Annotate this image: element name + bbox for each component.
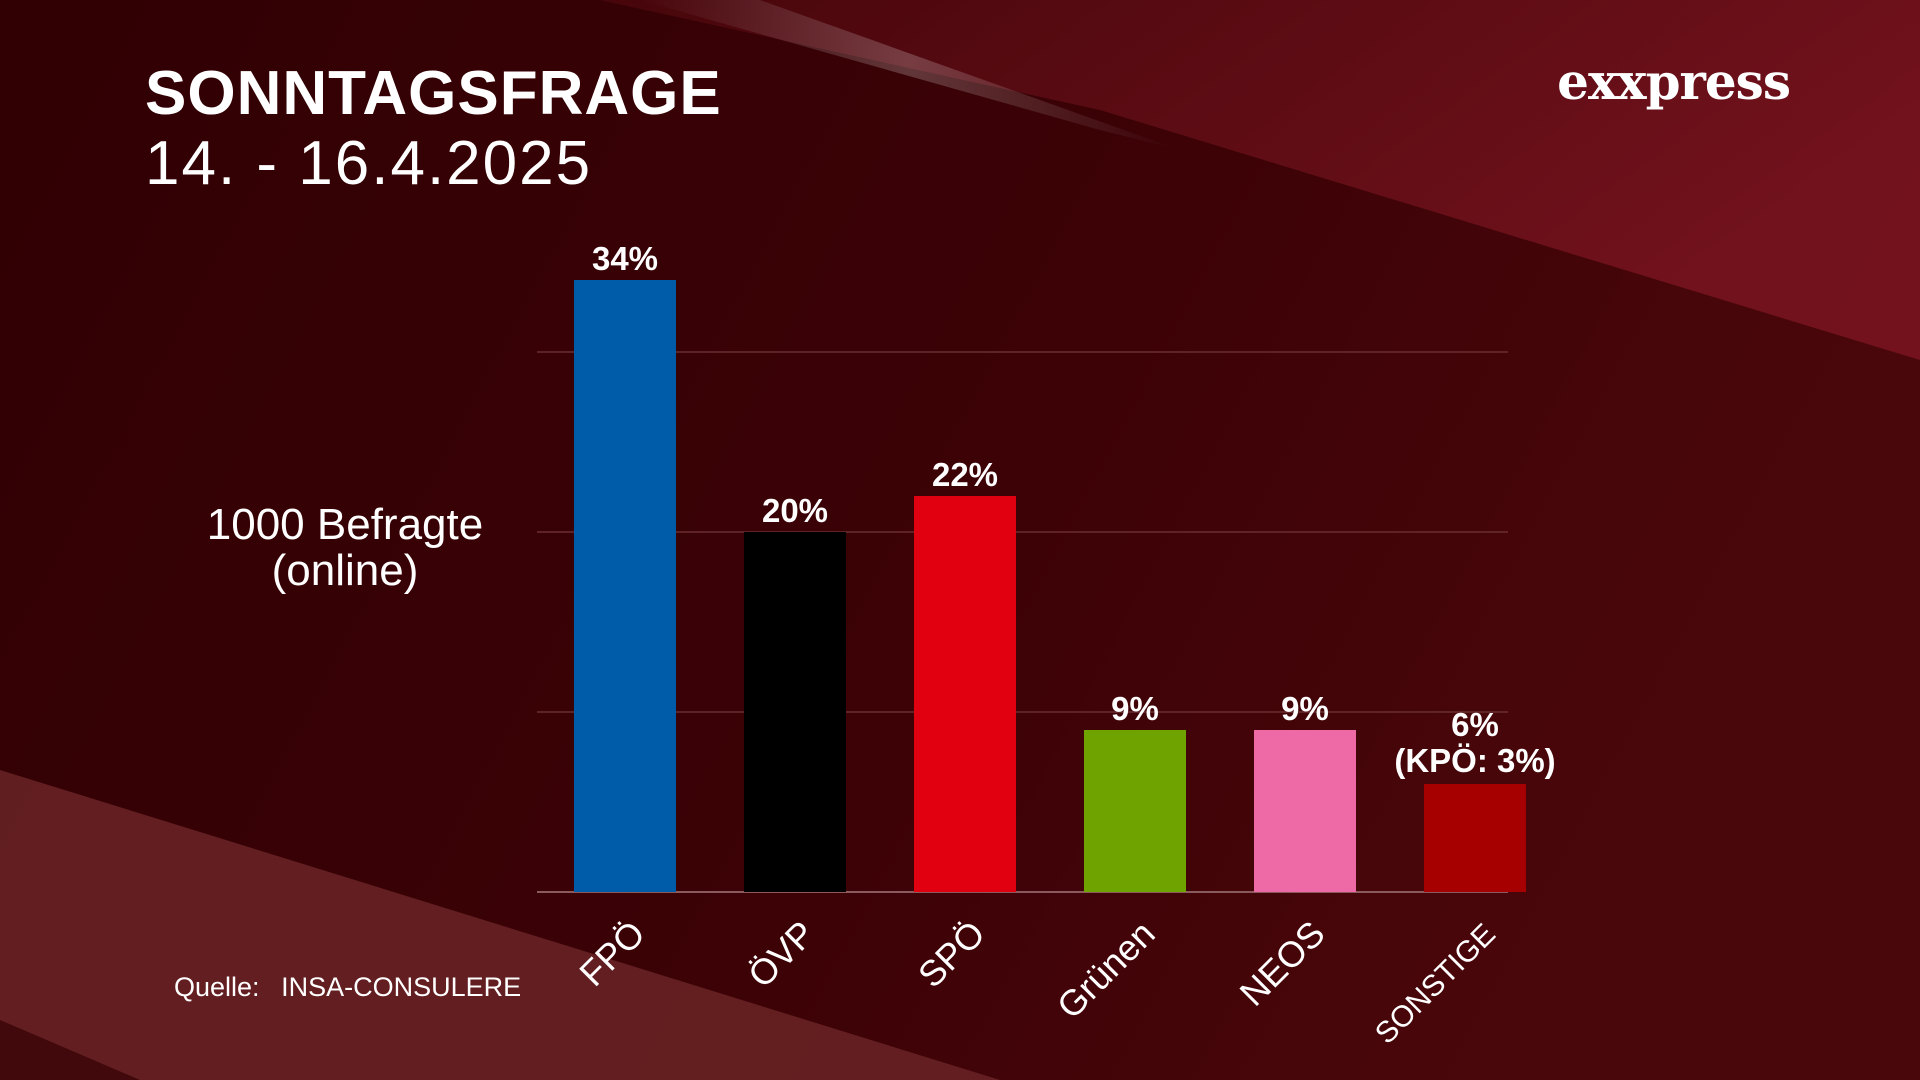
survey-date: 14. - 16.4.2025 — [145, 129, 593, 198]
category-label: SONSTIGE — [1369, 918, 1502, 1051]
value-labels: 34% 20% 22% 9% 9% 6%(KPÖ: 3%) — [592, 240, 1556, 779]
category-label: ÖVP — [740, 913, 823, 996]
gridlines — [537, 351, 1508, 893]
bar-sonstige — [1424, 784, 1526, 892]
bars — [574, 280, 1526, 892]
value-label: 34% — [592, 240, 658, 277]
value-label: 9% — [1281, 690, 1329, 727]
category-label: Grünen — [1049, 913, 1163, 1027]
value-label-extra: (KPÖ: 3%) — [1394, 742, 1555, 779]
exxpress-logo: exxpress — [1557, 52, 1791, 111]
value-label: 9% — [1111, 690, 1159, 727]
source-label: Quelle: — [174, 972, 260, 1002]
category-labels: FPÖ ÖVP SPÖ Grünen NEOS SONSTIGE — [571, 913, 1502, 1051]
bar-spö — [914, 496, 1016, 892]
bar-neos — [1254, 730, 1356, 892]
source-value: INSA-CONSULERE — [281, 972, 522, 1002]
source-note: Quelle: INSA-CONSULERE — [174, 972, 521, 1003]
category-label: FPÖ — [571, 913, 652, 994]
bar-grünen — [1084, 730, 1186, 892]
sample-size-note: 1000 Befragte (online) — [170, 502, 520, 594]
value-label: 22% — [932, 456, 998, 493]
bar-fpö — [574, 280, 676, 892]
bar-övp — [744, 532, 846, 892]
value-label: 6% — [1451, 706, 1499, 743]
category-label: SPÖ — [910, 913, 993, 996]
category-label: NEOS — [1232, 913, 1333, 1014]
sample-size-line1: 1000 Befragte — [206, 500, 484, 549]
value-label: 20% — [762, 492, 828, 529]
page-title: SONNTAGSFRAGE — [145, 59, 722, 128]
sample-size-line2: (online) — [271, 546, 419, 595]
